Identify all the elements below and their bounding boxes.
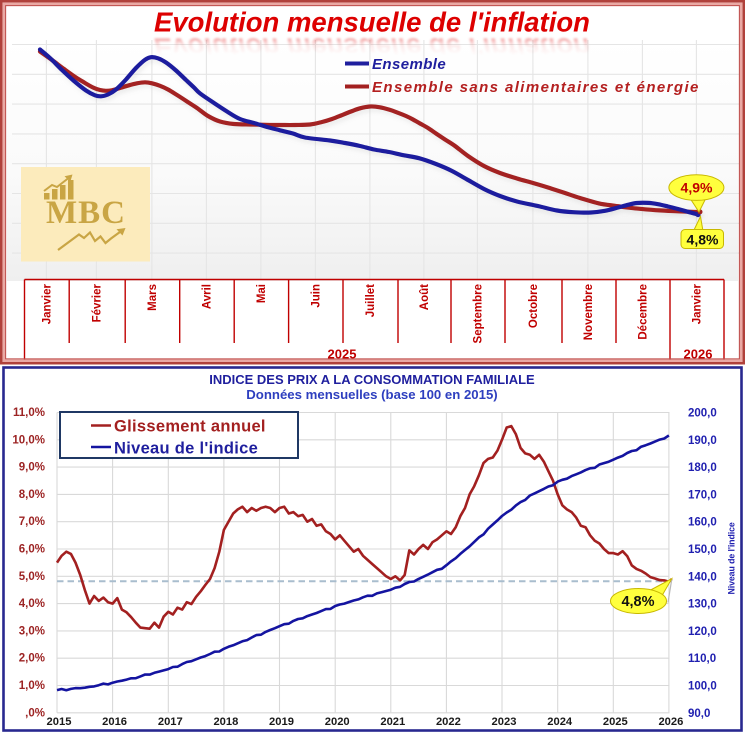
svg-text:MBC: MBC — [46, 195, 126, 231]
svg-text:Niveau de l'indice: Niveau de l'indice — [727, 522, 737, 594]
svg-text:200,0: 200,0 — [688, 408, 717, 420]
svg-text:130,0: 130,0 — [688, 599, 717, 611]
svg-text:1,0%: 1,0% — [19, 680, 45, 692]
svg-text:2023: 2023 — [492, 716, 517, 728]
svg-text:2025: 2025 — [328, 347, 357, 362]
svg-text:2026: 2026 — [684, 347, 713, 362]
svg-text:,0%: ,0% — [25, 707, 45, 719]
svg-text:2,0%: 2,0% — [19, 653, 45, 665]
svg-text:Mai: Mai — [256, 284, 268, 303]
svg-text:5,0%: 5,0% — [19, 571, 45, 583]
svg-text:140,0: 140,0 — [688, 571, 717, 583]
svg-text:Ensemble: Ensemble — [372, 56, 446, 73]
svg-text:4,8%: 4,8% — [687, 232, 719, 248]
svg-text:Juillet: Juillet — [365, 284, 377, 317]
svg-text:Janvier: Janvier — [42, 283, 54, 324]
svg-text:10,0%: 10,0% — [12, 434, 45, 446]
svg-text:Evolution mensuelle de l'infla: Evolution mensuelle de l'inflation — [154, 33, 590, 64]
svg-text:Janvier: Janvier — [692, 283, 704, 324]
svg-text:4,0%: 4,0% — [19, 598, 45, 610]
svg-text:7,0%: 7,0% — [19, 516, 45, 528]
svg-text:Mars: Mars — [147, 284, 159, 311]
svg-text:180,0: 180,0 — [688, 462, 717, 474]
svg-text:INDICE DES PRIX A LA CONSOMMAT: INDICE DES PRIX A LA CONSOMMATION FAMILI… — [209, 372, 535, 387]
svg-text:Evolution mensuelle de l'infla: Evolution mensuelle de l'inflation — [154, 7, 590, 38]
svg-text:2024: 2024 — [547, 716, 573, 728]
svg-text:9,0%: 9,0% — [19, 462, 45, 474]
svg-text:2020: 2020 — [325, 716, 350, 728]
svg-text:8,0%: 8,0% — [19, 489, 45, 501]
svg-text:Février: Février — [92, 283, 104, 322]
svg-text:2015: 2015 — [47, 716, 72, 728]
svg-text:2017: 2017 — [158, 716, 183, 728]
svg-text:Niveau de l'indice: Niveau de l'indice — [114, 440, 258, 458]
svg-text:2025: 2025 — [603, 716, 628, 728]
svg-text:90,0: 90,0 — [688, 708, 710, 720]
svg-text:6,0%: 6,0% — [19, 544, 45, 556]
svg-text:2026: 2026 — [658, 716, 683, 728]
svg-text:Décembre: Décembre — [638, 284, 650, 340]
svg-text:120,0: 120,0 — [688, 626, 717, 638]
svg-text:Glissement annuel: Glissement annuel — [114, 418, 266, 436]
svg-text:2016: 2016 — [102, 716, 127, 728]
svg-text:160,0: 160,0 — [688, 517, 717, 529]
svg-text:11,0%: 11,0% — [13, 407, 45, 419]
svg-text:Octobre: Octobre — [528, 284, 540, 328]
svg-text:2019: 2019 — [269, 716, 294, 728]
svg-text:Août: Août — [419, 284, 431, 310]
svg-text:2018: 2018 — [213, 716, 238, 728]
svg-text:Novembre: Novembre — [583, 284, 595, 340]
svg-text:150,0: 150,0 — [688, 544, 717, 556]
svg-text:2021: 2021 — [380, 716, 405, 728]
svg-text:110,0: 110,0 — [688, 653, 716, 665]
svg-text:4,9%: 4,9% — [681, 180, 713, 196]
svg-text:Ensemble sans alimentaires et: Ensemble sans alimentaires et énergie — [372, 79, 700, 96]
svg-text:Avril: Avril — [202, 284, 214, 309]
svg-text:4,8%: 4,8% — [621, 594, 654, 610]
svg-text:170,0: 170,0 — [688, 489, 717, 501]
svg-text:100,0: 100,0 — [688, 681, 717, 693]
svg-text:Juin: Juin — [311, 284, 323, 308]
svg-text:3,0%: 3,0% — [19, 625, 45, 637]
svg-text:Septembre: Septembre — [473, 284, 485, 343]
svg-text:190,0: 190,0 — [688, 435, 717, 447]
svg-text:Données mensuelles (base 100 e: Données mensuelles (base 100 en 2015) — [246, 387, 497, 402]
svg-text:2022: 2022 — [436, 716, 461, 728]
